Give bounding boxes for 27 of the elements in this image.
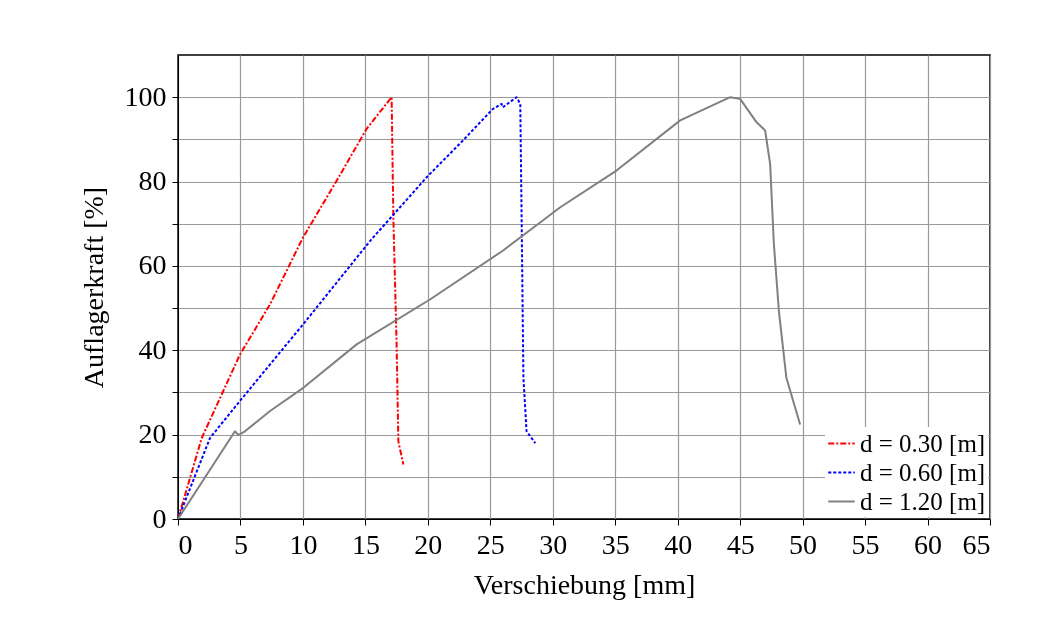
x-tick-label: 40 bbox=[664, 528, 693, 560]
x-tick-label: 15 bbox=[351, 528, 380, 560]
x-tick-label: 10 bbox=[289, 528, 318, 560]
x-tick-label: 55 bbox=[851, 528, 880, 560]
y-tick-label: 40 bbox=[138, 333, 167, 365]
x-tick-label: 0 bbox=[178, 528, 193, 560]
y-tick-label: 100 bbox=[124, 80, 167, 112]
x-tick-label: 60 bbox=[914, 528, 943, 560]
y-tick-label: 0 bbox=[152, 502, 167, 534]
x-tick-label: 20 bbox=[414, 528, 443, 560]
x-tick-label: 50 bbox=[789, 528, 818, 560]
x-axis-title: Verschiebung [mm] bbox=[473, 568, 696, 600]
x-tick-label: 25 bbox=[476, 528, 505, 560]
y-axis-title: Auflagerkraft [%] bbox=[77, 186, 109, 389]
y-tick-label: 20 bbox=[138, 418, 167, 450]
x-tick-label: 65 bbox=[962, 528, 991, 560]
x-tick-label: 35 bbox=[601, 528, 630, 560]
y-tick-label: 80 bbox=[138, 165, 167, 197]
legend-label: d = 1.20 [m] bbox=[860, 487, 986, 515]
legend-label: d = 0.60 [m] bbox=[860, 458, 986, 486]
y-tick-label: 60 bbox=[138, 249, 167, 281]
line-series bbox=[178, 96, 405, 519]
x-tick-label: 5 bbox=[233, 528, 248, 560]
legend-label: d = 0.30 [m] bbox=[860, 429, 986, 457]
x-tick-label: 30 bbox=[539, 528, 568, 560]
x-tick-label: 45 bbox=[726, 528, 755, 560]
line-series bbox=[178, 96, 802, 519]
